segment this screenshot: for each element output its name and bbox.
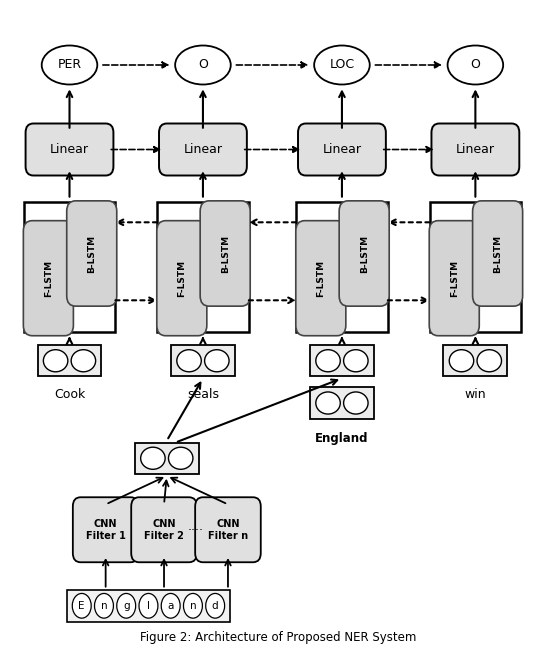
Text: O: O bbox=[470, 58, 480, 72]
Bar bbox=[171, 345, 235, 376]
Ellipse shape bbox=[42, 46, 97, 84]
Ellipse shape bbox=[72, 593, 91, 618]
Text: B-LSTM: B-LSTM bbox=[221, 235, 230, 272]
FancyBboxPatch shape bbox=[473, 201, 523, 306]
Ellipse shape bbox=[206, 593, 225, 618]
FancyBboxPatch shape bbox=[131, 497, 197, 562]
Bar bbox=[135, 443, 199, 474]
Ellipse shape bbox=[183, 593, 202, 618]
Text: win: win bbox=[465, 388, 486, 401]
Text: F-LSTM: F-LSTM bbox=[177, 259, 186, 297]
Text: CNN
Filter n: CNN Filter n bbox=[208, 519, 248, 541]
FancyBboxPatch shape bbox=[195, 497, 261, 562]
Text: seals: seals bbox=[187, 388, 219, 401]
Text: g: g bbox=[123, 601, 130, 611]
Ellipse shape bbox=[168, 447, 193, 469]
Bar bbox=[310, 345, 374, 376]
Text: B-LSTM: B-LSTM bbox=[493, 235, 502, 272]
Ellipse shape bbox=[71, 350, 96, 372]
FancyBboxPatch shape bbox=[431, 124, 519, 176]
Text: a: a bbox=[167, 601, 174, 611]
Ellipse shape bbox=[344, 350, 368, 372]
Text: F-LSTM: F-LSTM bbox=[44, 259, 53, 297]
Bar bbox=[23, 202, 116, 332]
FancyBboxPatch shape bbox=[298, 124, 386, 176]
Text: n: n bbox=[190, 601, 196, 611]
FancyBboxPatch shape bbox=[73, 497, 138, 562]
Text: CNN
Filter 2: CNN Filter 2 bbox=[144, 519, 184, 541]
Ellipse shape bbox=[314, 46, 370, 84]
Text: Linear: Linear bbox=[322, 143, 361, 156]
Text: n: n bbox=[101, 601, 107, 611]
Ellipse shape bbox=[139, 593, 158, 618]
Text: ....: .... bbox=[188, 520, 204, 533]
Bar bbox=[296, 202, 388, 332]
Bar bbox=[67, 590, 230, 622]
FancyBboxPatch shape bbox=[67, 201, 117, 306]
Ellipse shape bbox=[43, 350, 68, 372]
Ellipse shape bbox=[477, 350, 502, 372]
Bar bbox=[157, 202, 249, 332]
Ellipse shape bbox=[205, 350, 229, 372]
Ellipse shape bbox=[448, 46, 503, 84]
Bar bbox=[430, 202, 522, 332]
FancyBboxPatch shape bbox=[159, 124, 247, 176]
Text: l: l bbox=[147, 601, 150, 611]
Text: Linear: Linear bbox=[456, 143, 495, 156]
Ellipse shape bbox=[177, 350, 201, 372]
Text: E: E bbox=[78, 601, 85, 611]
Bar bbox=[444, 345, 507, 376]
Bar bbox=[38, 345, 101, 376]
Text: F-LSTM: F-LSTM bbox=[316, 259, 325, 297]
Ellipse shape bbox=[175, 46, 231, 84]
Ellipse shape bbox=[316, 392, 340, 414]
FancyBboxPatch shape bbox=[157, 221, 207, 335]
Text: Figure 2: Architecture of Proposed NER System: Figure 2: Architecture of Proposed NER S… bbox=[140, 630, 416, 644]
Ellipse shape bbox=[344, 392, 368, 414]
Text: B-LSTM: B-LSTM bbox=[360, 235, 369, 272]
Text: Cook: Cook bbox=[54, 388, 85, 401]
Ellipse shape bbox=[117, 593, 136, 618]
Ellipse shape bbox=[95, 593, 113, 618]
FancyBboxPatch shape bbox=[23, 221, 73, 335]
FancyBboxPatch shape bbox=[339, 201, 389, 306]
Ellipse shape bbox=[449, 350, 474, 372]
Text: LOC: LOC bbox=[329, 58, 355, 72]
Text: PER: PER bbox=[57, 58, 82, 72]
Bar bbox=[310, 387, 374, 419]
Ellipse shape bbox=[141, 447, 165, 469]
Text: England: England bbox=[315, 432, 369, 445]
FancyBboxPatch shape bbox=[26, 124, 113, 176]
Text: CNN
Filter 1: CNN Filter 1 bbox=[86, 519, 126, 541]
FancyBboxPatch shape bbox=[429, 221, 479, 335]
Text: F-LSTM: F-LSTM bbox=[450, 259, 459, 297]
FancyBboxPatch shape bbox=[296, 221, 346, 335]
Ellipse shape bbox=[316, 350, 340, 372]
Ellipse shape bbox=[161, 593, 180, 618]
Text: d: d bbox=[212, 601, 219, 611]
Text: Linear: Linear bbox=[183, 143, 222, 156]
Text: O: O bbox=[198, 58, 208, 72]
Text: Linear: Linear bbox=[50, 143, 89, 156]
FancyBboxPatch shape bbox=[200, 201, 250, 306]
Text: B-LSTM: B-LSTM bbox=[87, 235, 96, 272]
